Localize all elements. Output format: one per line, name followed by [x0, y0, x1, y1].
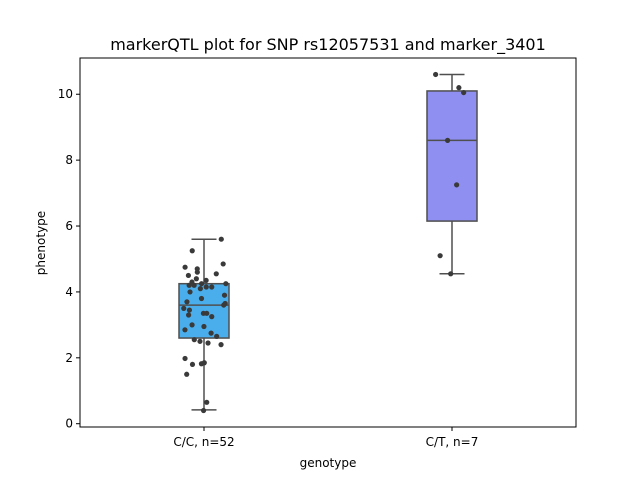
data-point [197, 338, 203, 344]
x-axis: C/C, n=52 C/T, n=7 [173, 427, 478, 449]
data-point [221, 292, 228, 298]
data-point [461, 89, 467, 96]
y-tick-label: 0 [65, 417, 73, 431]
data-point [198, 281, 205, 287]
data-point [437, 253, 443, 259]
data-point [433, 71, 439, 78]
data-point [444, 137, 451, 143]
chart-title: markerQTL plot for SNP rs12057531 and ma… [110, 35, 546, 55]
data-point [456, 85, 462, 91]
points-layer [181, 71, 467, 414]
y-axis-label: phenotype [34, 211, 48, 275]
data-point [186, 312, 192, 318]
data-point [203, 284, 209, 290]
data-point [204, 399, 210, 405]
data-point [454, 182, 460, 188]
y-tick-label: 2 [65, 351, 73, 365]
data-point [201, 360, 207, 366]
data-point [218, 236, 224, 242]
data-point [181, 305, 187, 311]
y-tick-label: 10 [58, 87, 73, 101]
box [426, 90, 478, 222]
x-tick-label: C/T, n=7 [426, 435, 479, 449]
data-point [220, 261, 226, 267]
data-point [182, 327, 188, 333]
data-point [182, 264, 188, 270]
data-point [213, 271, 219, 277]
data-point [223, 281, 229, 287]
data-point [214, 333, 220, 339]
y-tick-label: 4 [65, 285, 73, 299]
data-point [448, 271, 454, 277]
data-point [182, 355, 188, 362]
data-point [205, 340, 211, 346]
x-tick-label: C/C, n=52 [173, 435, 234, 449]
data-point [185, 272, 192, 279]
data-point [189, 248, 195, 254]
data-point [218, 342, 224, 348]
data-point [198, 295, 205, 302]
data-point [222, 300, 228, 307]
data-point [201, 323, 207, 330]
data-point [203, 277, 209, 283]
box-plot [426, 73, 478, 275]
x-axis-label: genotype [300, 456, 357, 470]
data-point [209, 314, 215, 320]
boxes-layer [178, 73, 478, 411]
data-point [186, 307, 193, 313]
data-point [184, 299, 190, 305]
y-tick-label: 8 [65, 153, 73, 167]
data-point [184, 371, 190, 377]
data-point [209, 284, 215, 290]
y-axis: 0 2 4 6 8 10 [58, 87, 80, 431]
data-point [194, 266, 200, 272]
data-point [191, 337, 197, 343]
plot-frame [79, 57, 577, 428]
data-point [200, 310, 207, 316]
data-point [208, 330, 214, 336]
data-point [189, 361, 196, 368]
data-point [193, 276, 199, 282]
data-point [189, 279, 195, 285]
y-tick-label: 6 [65, 219, 73, 233]
data-point [187, 289, 193, 295]
data-point [200, 407, 207, 414]
data-point [189, 322, 195, 328]
data-point [197, 286, 203, 292]
